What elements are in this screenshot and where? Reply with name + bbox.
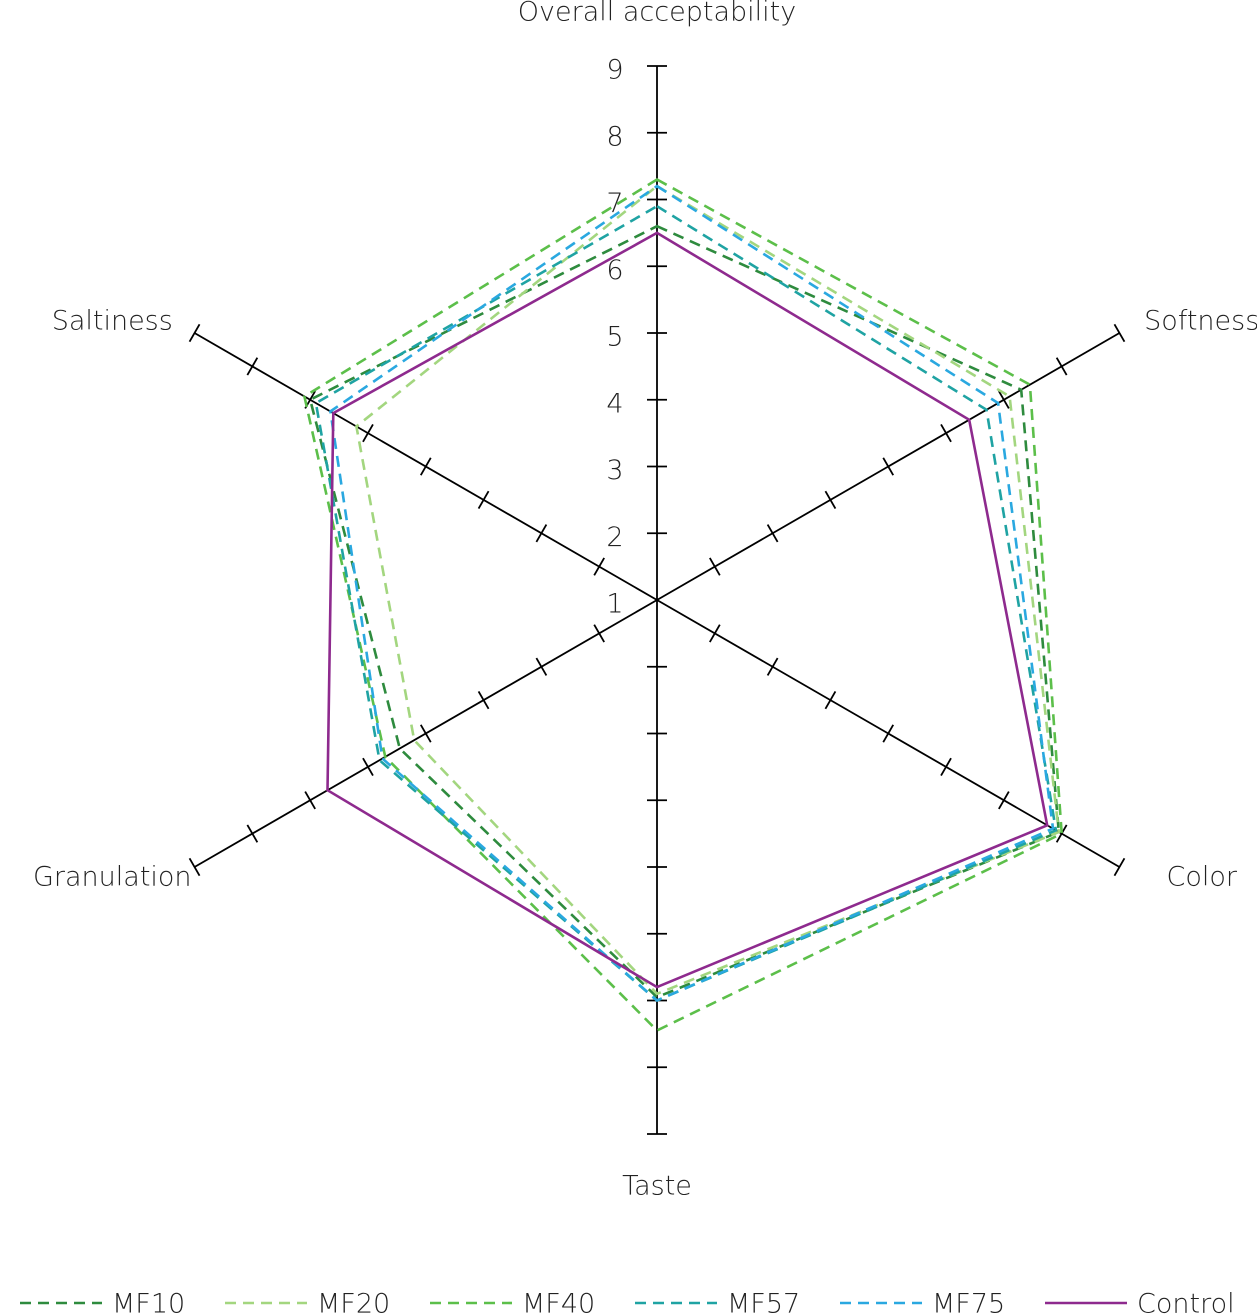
tick-mark	[419, 457, 432, 476]
axis-label: Saltiness	[52, 306, 173, 337]
tick-mark	[824, 691, 837, 710]
tick-mark	[593, 624, 605, 643]
tick-mark	[1055, 357, 1068, 376]
tick-mark	[304, 791, 316, 810]
r-tick-label: 7	[606, 188, 623, 219]
tick-mark	[362, 757, 374, 776]
tick-mark	[1113, 857, 1126, 877]
tick-mark	[998, 791, 1010, 810]
tick-mark	[362, 424, 374, 443]
r-tick-label: 2	[606, 522, 623, 553]
series-line	[354, 184, 1061, 996]
tick-mark	[1113, 323, 1126, 343]
r-tick-label: 5	[606, 322, 623, 353]
r-tick-label: 8	[606, 121, 623, 152]
tick-mark	[882, 724, 895, 743]
legend-label: MF10	[112, 1289, 185, 1316]
tick-mark	[477, 691, 490, 710]
series-line	[326, 231, 1049, 989]
axis-label: Overall acceptability	[518, 0, 796, 28]
r-tick-label: 6	[606, 255, 623, 286]
tick-mark	[940, 757, 952, 776]
series-line	[308, 224, 1061, 999]
r-tick-label: 3	[606, 455, 623, 486]
legend-label: MF40	[522, 1289, 595, 1316]
series-line	[328, 184, 1055, 1003]
series-line	[314, 204, 1058, 1003]
series-line	[302, 177, 1064, 1033]
axis-label: Taste	[622, 1171, 692, 1202]
tick-mark	[535, 524, 548, 543]
tick-mark	[766, 657, 779, 676]
tick-mark	[419, 724, 432, 743]
tick-mark	[1055, 824, 1068, 843]
tick-mark	[940, 424, 952, 443]
legend-label: MF57	[727, 1289, 800, 1316]
tick-mark	[882, 457, 895, 476]
r-tick-label: 1	[606, 589, 623, 620]
axis-label: Granulation	[33, 862, 192, 893]
tick-mark	[535, 657, 548, 676]
legend-label: Control	[1137, 1289, 1235, 1316]
tick-mark	[188, 323, 201, 343]
tick-mark	[188, 857, 201, 877]
tick-mark	[709, 557, 721, 576]
tick-mark	[246, 357, 259, 376]
tick-mark	[593, 557, 605, 576]
axis-label: Softness	[1144, 306, 1257, 337]
r-tick-label: 9	[606, 55, 623, 86]
r-tick-label: 4	[606, 388, 623, 419]
legend-label: MF20	[317, 1289, 390, 1316]
tick-mark	[477, 490, 490, 509]
tick-mark	[998, 390, 1010, 409]
tick-mark	[709, 624, 721, 643]
axis-label: Color	[1166, 862, 1237, 893]
legend-label: MF75	[932, 1289, 1005, 1316]
tick-mark	[246, 824, 259, 843]
tick-mark	[766, 524, 779, 543]
tick-mark	[824, 490, 837, 509]
